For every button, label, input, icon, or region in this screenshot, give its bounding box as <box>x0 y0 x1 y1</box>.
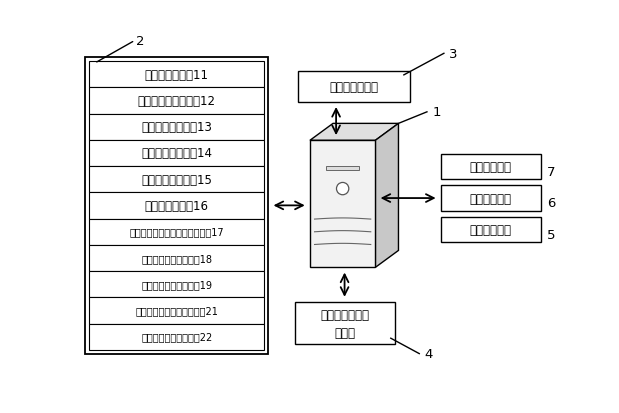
Text: 4: 4 <box>425 347 433 360</box>
Bar <box>89 245 264 271</box>
Text: 2: 2 <box>136 35 145 47</box>
Bar <box>89 140 264 166</box>
Text: 弹性能量数据监测装置18: 弹性能量数据监测装置18 <box>141 253 212 263</box>
Text: 冲击能量数据监测装置19: 冲击能量数据监测装置19 <box>141 280 212 290</box>
Bar <box>85 58 269 354</box>
Text: 数据采集区域划
分模块: 数据采集区域划 分模块 <box>320 308 369 339</box>
Text: 5: 5 <box>547 228 556 241</box>
Text: 7: 7 <box>547 165 556 178</box>
Text: 弯曲能量数据监测装置22: 弯曲能量数据监测装置22 <box>141 332 212 342</box>
Text: 声发射监测传感器14: 声发射监测传感器14 <box>141 147 212 160</box>
Text: 顶板压力监测系统13: 顶板压力监测系统13 <box>141 121 212 134</box>
Bar <box>89 324 264 350</box>
Bar <box>89 297 264 324</box>
Text: 单轴抗压强度数据监测装置21: 单轴抗压强度数据监测装置21 <box>136 306 218 316</box>
Bar <box>441 217 541 243</box>
Bar <box>89 88 264 114</box>
Text: 煤体应力传感器11: 煤体应力传感器11 <box>145 69 209 81</box>
Text: 瓦斯浓度监测传感器12: 瓦斯浓度监测传感器12 <box>137 95 215 108</box>
Bar <box>310 141 375 268</box>
Text: 储存处理模块: 储存处理模块 <box>470 223 512 237</box>
Bar <box>441 186 541 211</box>
Text: 1: 1 <box>432 106 441 119</box>
Bar <box>89 166 264 193</box>
Bar <box>89 219 264 245</box>
Text: 指数分析模块: 指数分析模块 <box>470 161 512 173</box>
Bar <box>89 62 264 88</box>
Bar <box>298 72 410 102</box>
Polygon shape <box>375 124 399 268</box>
Text: 3: 3 <box>449 47 458 61</box>
Bar <box>89 271 264 297</box>
Text: 预警值预设模块: 预警值预设模块 <box>330 81 379 94</box>
Bar <box>89 193 264 219</box>
Polygon shape <box>310 124 399 141</box>
Bar <box>295 302 395 344</box>
Bar <box>441 154 541 180</box>
Bar <box>326 167 359 170</box>
Bar <box>89 114 264 140</box>
Text: 6: 6 <box>547 197 555 210</box>
Circle shape <box>337 183 349 195</box>
Text: 数据显示模块: 数据显示模块 <box>470 192 512 205</box>
Text: 电磁辐射监测装置15: 电磁辐射监测装置15 <box>141 173 212 186</box>
Text: 煤的动态破坏事件数据监测装置17: 煤的动态破坏事件数据监测装置17 <box>129 227 224 237</box>
Text: 微震监测传感器16: 微震监测传感器16 <box>145 199 209 212</box>
